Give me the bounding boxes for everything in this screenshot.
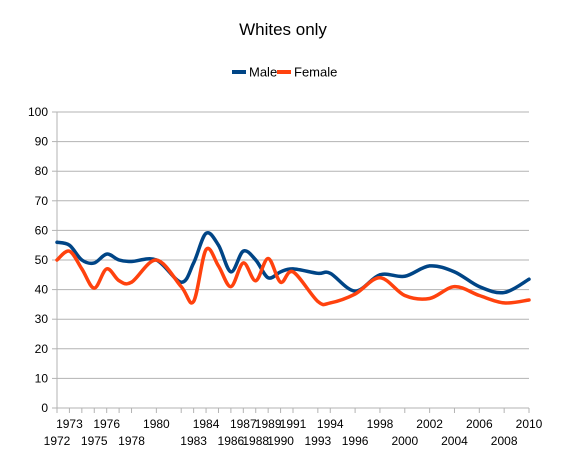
x-tick-label: 2008 (491, 434, 518, 448)
data-point-female (229, 285, 233, 289)
legend-label-male: Male (249, 65, 277, 80)
data-point-male (502, 291, 506, 295)
legend-label-female: Female (294, 65, 337, 80)
x-tick-label: 2004 (441, 434, 468, 448)
data-point-female (130, 280, 134, 284)
data-point-male (452, 270, 456, 274)
data-point-male (216, 243, 220, 247)
data-point-female (192, 299, 196, 303)
data-point-male (105, 252, 109, 256)
y-tick-label: 20 (35, 342, 49, 356)
data-point-male (92, 261, 96, 265)
y-tick-label: 60 (35, 223, 49, 237)
data-point-female (527, 298, 531, 302)
data-point-female (279, 280, 283, 284)
series-line-female (55, 246, 531, 307)
data-point-male (204, 231, 208, 235)
y-tick-label: 90 (35, 135, 49, 149)
data-point-male (67, 243, 71, 247)
x-tick-label: 1975 (81, 434, 108, 448)
data-point-male (55, 240, 59, 244)
data-point-female (403, 294, 407, 298)
data-point-female (55, 258, 59, 262)
legend: Male Female (232, 65, 337, 80)
y-tick-label: 10 (35, 371, 49, 385)
data-point-female (241, 261, 245, 265)
y-tick-labels: 0 10 20 30 40 50 60 70 80 90 100 (28, 105, 48, 415)
data-point-male (291, 267, 295, 271)
x-tick-label: 2006 (466, 417, 493, 431)
data-point-male (378, 273, 382, 277)
y-tick-label: 100 (28, 105, 48, 119)
x-tick-label: 1972 (44, 434, 71, 448)
data-point-male (241, 249, 245, 253)
x-tick-label: 1989 (255, 417, 282, 431)
data-point-female (452, 285, 456, 289)
data-point-female (502, 301, 506, 305)
data-point-male (316, 271, 320, 275)
data-point-male (229, 270, 233, 274)
x-tick-label: 1990 (267, 434, 294, 448)
data-point-female (216, 264, 220, 268)
y-tick-label: 40 (35, 283, 49, 297)
data-point-female (105, 267, 109, 271)
x-tick-label: 1993 (304, 434, 331, 448)
data-point-male (328, 271, 332, 275)
data-point-female (204, 248, 208, 252)
y-tick-label: 70 (35, 194, 49, 208)
x-tick-label: 1994 (317, 417, 344, 431)
x-tick-label: 1976 (93, 417, 120, 431)
x-tick-label: 1986 (218, 434, 245, 448)
data-point-female (328, 301, 332, 305)
data-point-female (179, 285, 183, 289)
x-tick-label: 1984 (193, 417, 220, 431)
data-point-male (279, 270, 283, 274)
data-point-female (92, 286, 96, 290)
data-point-female (67, 249, 71, 253)
data-point-female (254, 279, 258, 283)
x-tick-label: 1996 (342, 434, 369, 448)
series-line-male (55, 231, 531, 295)
x-tick-label: 1978 (118, 434, 145, 448)
data-point-female (80, 267, 84, 271)
x-tick-label: 1980 (143, 417, 170, 431)
x-tick-label: 2010 (516, 417, 543, 431)
y-tick-label: 0 (41, 401, 48, 415)
data-point-female (117, 279, 121, 283)
y-tick-label: 30 (35, 312, 49, 326)
data-point-female (266, 257, 270, 261)
data-point-male (428, 264, 432, 268)
y-tick-label: 80 (35, 164, 49, 178)
gridlines (57, 111, 529, 379)
x-tick-label: 1998 (367, 417, 394, 431)
x-tick-label: 1973 (56, 417, 83, 431)
x-tick-label: 1988 (242, 434, 269, 448)
data-point-female (353, 292, 357, 296)
x-tick-label: 2002 (416, 417, 443, 431)
data-point-male (192, 261, 196, 265)
series-lines (55, 231, 531, 307)
data-point-male (80, 258, 84, 262)
data-point-female (154, 258, 158, 262)
data-point-male (403, 274, 407, 278)
x-tick-label: 1987 (230, 417, 257, 431)
data-point-male (254, 258, 258, 262)
x-tick-label: 1991 (280, 417, 307, 431)
data-point-female (477, 294, 481, 298)
x-tick-label: 2000 (391, 434, 418, 448)
chart-title: Whites only (239, 20, 327, 39)
data-point-female (316, 299, 320, 303)
data-point-male (527, 277, 531, 281)
data-point-male (130, 259, 134, 263)
data-point-female (378, 276, 382, 280)
data-point-female (291, 270, 295, 274)
data-point-female (428, 296, 432, 300)
data-point-male (477, 285, 481, 289)
data-point-male (117, 258, 121, 262)
x-tick-label: 1983 (180, 434, 207, 448)
data-point-male (266, 276, 270, 280)
y-tick-label: 50 (35, 253, 49, 267)
